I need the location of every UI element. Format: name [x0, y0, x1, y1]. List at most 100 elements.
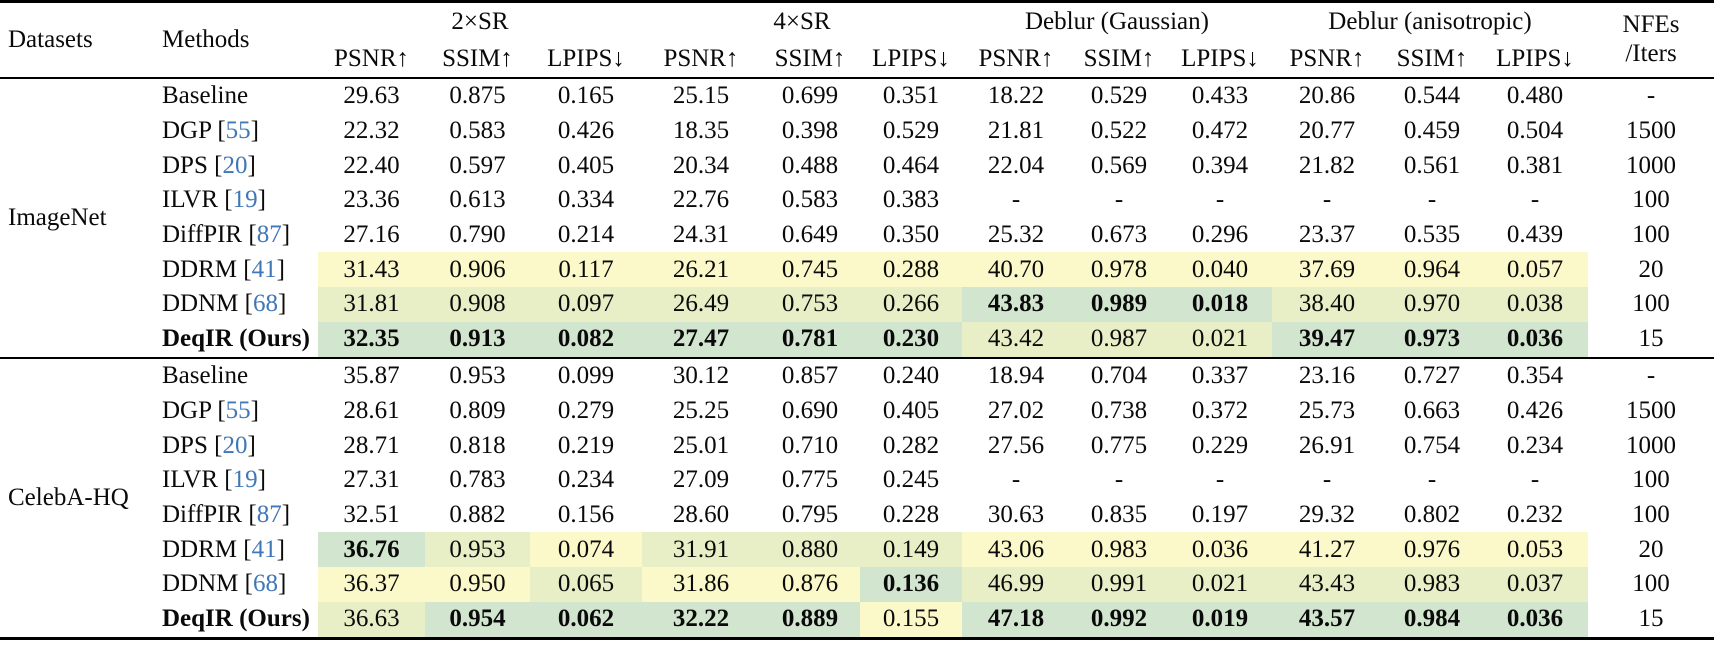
metric-value: 0.337 — [1168, 356, 1272, 394]
metric-value: 43.06 — [962, 532, 1070, 568]
citation-link[interactable]: 19 — [232, 466, 258, 494]
table-row: ILVR [19] 27.31 0.783 0.234 27.09 0.775 0.245 -… — [0, 463, 1714, 498]
metric-value: 0.288 — [860, 252, 962, 287]
method-label: DPS [20] — [162, 431, 256, 459]
method-label: DiffPIR [87] — [162, 220, 291, 248]
metric-value: 0.426 — [557, 116, 615, 144]
metric-value: 32.51 — [343, 501, 400, 529]
metric-value: 0.835 — [1090, 501, 1148, 529]
metric-value: 0.439 — [1506, 220, 1564, 248]
dataset-label: CelebA-HQ — [0, 356, 148, 639]
metric-value: 0.950 — [425, 567, 530, 602]
citation-link[interactable]: 68 — [252, 290, 278, 318]
metric-value: 43.83 — [962, 286, 1070, 322]
metric-value: 0.802 — [1403, 501, 1461, 529]
metric-value: 18.35 — [672, 116, 730, 144]
metric-value: 23.36 — [343, 186, 400, 214]
metric-value: 0.282 — [882, 431, 940, 459]
metric-value: 0.809 — [449, 396, 506, 424]
metric-value: 0.065 — [530, 567, 642, 602]
citation-link[interactable]: 19 — [232, 186, 258, 214]
metric-value: 23.16 — [1272, 356, 1382, 394]
nfes-value: 100 — [1632, 220, 1670, 248]
metric-value: 0.753 — [760, 286, 860, 322]
metric-value: 0.214 — [557, 220, 615, 248]
metric-value: 0.953 — [425, 356, 530, 394]
nfes-value: 1500 — [1626, 116, 1677, 144]
metric-value: 25.32 — [987, 220, 1045, 248]
citation-link[interactable]: 87 — [256, 220, 282, 248]
metric-value: 31.43 — [318, 252, 425, 287]
citation-link[interactable]: 87 — [256, 501, 282, 529]
table-row: DeqIR (Ours) 32.35 0.913 0.082 27.47 0.781 0.2… — [0, 321, 1714, 358]
header-nfes-iters: NFEs /Iters — [1588, 1, 1714, 79]
metric-value: 0.983 — [1070, 532, 1168, 568]
citation-link[interactable]: 41 — [251, 255, 277, 283]
metric-value: 30.63 — [987, 501, 1045, 529]
citation-link[interactable]: 55 — [225, 116, 251, 144]
citation-link[interactable]: 68 — [252, 570, 278, 598]
metric-value: 0.583 — [449, 116, 506, 144]
nfes-value: 100 — [1632, 466, 1670, 494]
citation-link[interactable]: 55 — [225, 396, 251, 424]
table-row: DGP [55] 22.32 0.583 0.426 18.35 0.398 0.529 21… — [0, 113, 1714, 148]
metric-value: 27.47 — [642, 321, 760, 358]
metric-value: 0.232 — [1506, 501, 1564, 529]
table-row: DDNM [68] 36.37 0.950 0.065 31.86 0.876 0.136 4… — [0, 567, 1714, 602]
citation-link[interactable]: 20 — [222, 431, 248, 459]
metric-value: 22.76 — [672, 186, 730, 214]
header-nfes-line2: /Iters — [1625, 39, 1677, 67]
metric-value: 20.77 — [1298, 116, 1356, 144]
metric-value: - — [1530, 466, 1540, 494]
metric-value: 22.40 — [343, 151, 400, 179]
metric-value: 0.983 — [1382, 567, 1482, 602]
metric-value: 0.544 — [1403, 81, 1461, 109]
metric-value: 0.018 — [1168, 286, 1272, 322]
nfes-value: 100 — [1632, 290, 1670, 318]
metric-value: 0.040 — [1168, 252, 1272, 287]
metric-value: 0.775 — [1090, 431, 1148, 459]
method-label: ILVR [19] — [162, 466, 266, 494]
metric-value: 0.266 — [860, 286, 962, 322]
nfes-value: 1000 — [1626, 431, 1677, 459]
metric-value: 18.94 — [962, 356, 1070, 394]
metric-value: 0.745 — [760, 252, 860, 287]
metric-value: 0.245 — [882, 466, 940, 494]
metric-value: 0.876 — [760, 567, 860, 602]
metric-value: 0.381 — [1506, 151, 1564, 179]
method-label: DPS [20] — [162, 151, 256, 179]
metric-value: 43.43 — [1272, 567, 1382, 602]
table-body: ImageNet Baseline 29.63 0.875 0.165 25.15 0.69… — [0, 78, 1714, 639]
header-group-4x-sr: 4×SR — [773, 8, 831, 36]
metric-value: 0.795 — [781, 501, 839, 529]
header-metric-lpips: LPIPS↓ — [1482, 41, 1589, 79]
metric-value: 0.613 — [449, 186, 506, 214]
metric-value: 0.351 — [882, 81, 940, 109]
table-row: CelebA-HQ Baseline 35.87 0.953 0.099 30.12 0.8… — [0, 356, 1714, 639]
metric-value: 0.880 — [760, 532, 860, 568]
citation-link[interactable]: 41 — [251, 535, 277, 563]
citation-link[interactable]: 20 — [222, 151, 248, 179]
metric-value: 0.727 — [1382, 356, 1482, 394]
metric-value: 0.230 — [860, 321, 962, 358]
metric-value: 0.973 — [1382, 321, 1482, 358]
metric-value: 0.394 — [1191, 151, 1249, 179]
table-row: DPS [20] 22.40 0.597 0.405 20.34 0.488 0.464 22… — [0, 148, 1714, 183]
metric-value: 0.738 — [1090, 396, 1148, 424]
table-row: DiffPIR [87] 32.51 0.882 0.156 28.60 0.795 0.2… — [0, 498, 1714, 533]
metric-value: 31.86 — [642, 567, 760, 602]
metric-value: 24.31 — [672, 220, 730, 248]
metric-value: - — [1114, 466, 1124, 494]
metric-value: 0.882 — [449, 501, 506, 529]
metric-value: 0.908 — [425, 286, 530, 322]
metric-value: 0.433 — [1191, 81, 1249, 109]
metric-value: 36.76 — [318, 532, 425, 568]
metric-value: 36.37 — [318, 567, 425, 602]
metric-value: 0.197 — [1191, 501, 1249, 529]
metric-value: 0.754 — [1403, 431, 1461, 459]
dataset-label: ImageNet — [8, 203, 107, 231]
metric-value: 0.021 — [1168, 567, 1272, 602]
metric-value: 0.354 — [1482, 356, 1589, 394]
